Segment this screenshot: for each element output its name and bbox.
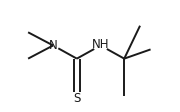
Text: N: N xyxy=(49,39,57,52)
Text: S: S xyxy=(73,92,80,105)
Text: NH: NH xyxy=(92,38,109,51)
